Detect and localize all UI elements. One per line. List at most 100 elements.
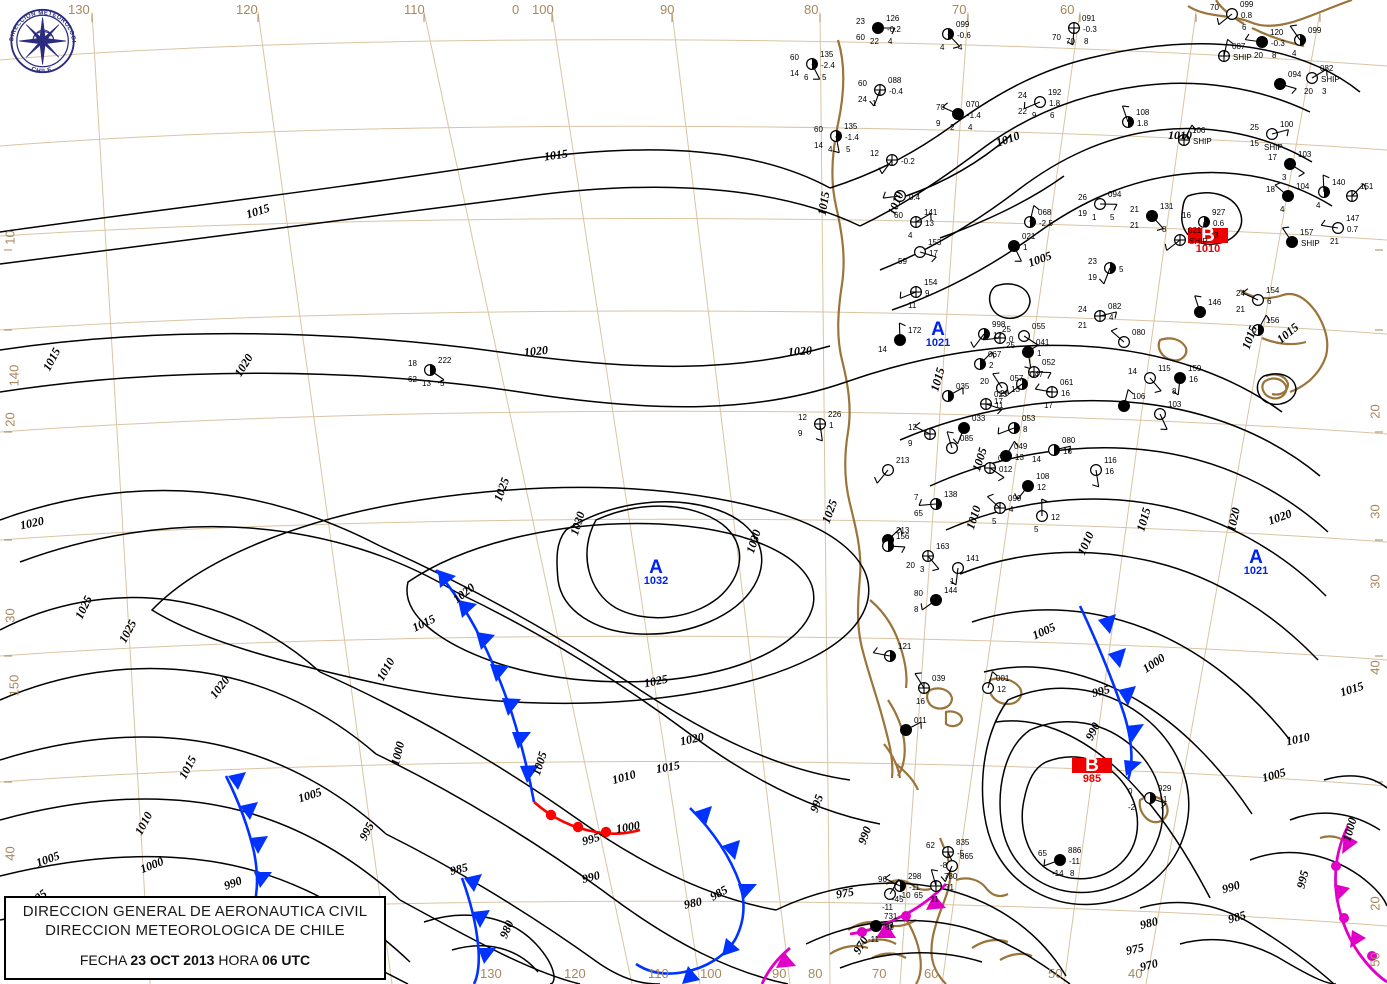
station-tendency: -0.6 (957, 31, 971, 40)
station-tendency: 1 (1037, 349, 1042, 358)
station-tendency: 12 (1051, 513, 1060, 522)
wind-barb (1166, 239, 1181, 251)
station-pressure: 047 (1030, 370, 1044, 379)
station-cloud-symbol (914, 672, 930, 694)
station-cloud-symbol (929, 869, 942, 892)
wind-barb (883, 195, 901, 199)
station-cloud-symbol (1193, 295, 1206, 319)
station-pressure: 099 (1308, 26, 1322, 35)
wind-barb (979, 351, 993, 365)
station-tendency: 11 (995, 401, 1004, 410)
wind-barb (1151, 215, 1164, 230)
station-pressure: 049 (1014, 442, 1028, 451)
station-cloud-symbol (1273, 77, 1297, 94)
station-temperature: 60 (894, 211, 903, 220)
station-pressure: 094 (1288, 70, 1302, 79)
station-temperature: 7 (914, 493, 919, 502)
wind-barb (835, 135, 840, 153)
station-weather-code: 1 (1092, 213, 1097, 222)
wind-barb (1123, 389, 1129, 407)
station-extra: 8 (1272, 51, 1277, 60)
station-cloud-symbol (952, 422, 970, 445)
station-tendency: 6 (1267, 297, 1272, 306)
station-cloud-symbol (973, 351, 995, 371)
station-pressure: 070 (966, 100, 980, 109)
station-tendency: -0.4 (889, 87, 903, 96)
station-weather-code: 3 (920, 565, 925, 574)
station-tendency: 4 (1009, 505, 1014, 514)
longitude-label-top: 0 (512, 2, 520, 17)
station-cloud-symbol (992, 372, 1008, 395)
wind-barb (915, 213, 931, 223)
longitude-label-top: 90 (660, 2, 675, 17)
station-dewpoint: 22 (1018, 107, 1027, 116)
station-cloud-symbol (805, 57, 821, 80)
station-dewpoint: 21 (1078, 321, 1087, 330)
station-cloud-symbol (981, 671, 998, 694)
latitude-label-left: 150 (6, 674, 22, 697)
station-extra: 4 (888, 37, 893, 46)
station-pressure: 099 (956, 20, 970, 29)
wind-barb (1274, 184, 1289, 197)
station-weather-code: 16 (916, 697, 925, 706)
station-cloud-symbol (869, 919, 894, 932)
dgac-logo: DIRECCION METEOROLOGICA CHILE (2, 0, 76, 75)
wind-barb (1194, 295, 1201, 313)
station-cloud-symbol (1143, 791, 1167, 809)
station-pressure: 147 (1346, 214, 1360, 223)
station-extra: 4 (968, 123, 973, 132)
station-weather-code: 4 (1280, 205, 1285, 214)
station-cloud-symbol (1093, 198, 1118, 211)
station-weather-code: 20 (1304, 87, 1313, 96)
latitude-label-left: 40 (2, 846, 18, 861)
station-pressure: 082 (1108, 302, 1122, 311)
wind-barb (947, 33, 960, 47)
station-weather-code: SHIP (1264, 143, 1283, 152)
center-letter: A (649, 557, 663, 578)
station-temperature: 62 (926, 841, 935, 850)
station-weather-code: 4 (908, 231, 913, 240)
station-dewpoint: 14 (814, 141, 823, 150)
longitude-label-bottom: 100 (700, 966, 722, 981)
longitude-label-top: 130 (68, 2, 90, 17)
station-cloud-symbol (921, 549, 940, 572)
wind-barb (1159, 413, 1168, 430)
station-cloud-symbol (940, 859, 958, 883)
center-letter: A (931, 319, 945, 340)
occluded-front-east (1331, 825, 1387, 984)
station-cloud-symbol (1177, 124, 1197, 147)
station-extra: 8 (1084, 37, 1089, 46)
station-dewpoint: 15 (1250, 139, 1259, 148)
station-dewpoint: 21 (1130, 221, 1139, 230)
station-pressure: 080 (1132, 328, 1146, 337)
station-temperature: 0 (1128, 787, 1133, 796)
station-cloud-symbol (1317, 174, 1330, 199)
station-cloud-symbol (829, 130, 842, 154)
station-cloud-symbol (899, 721, 922, 736)
wind-barb (1121, 105, 1129, 123)
wind-barb (1043, 859, 1061, 867)
station-cloud-symbol (1251, 314, 1271, 337)
station-cloud-symbol (872, 647, 896, 662)
station-tendency: 0.6 (1213, 219, 1225, 228)
station-cloud-symbol (1089, 464, 1102, 488)
station-pressure: 780 (944, 872, 958, 881)
station-cloud-symbol (869, 83, 886, 107)
wind-barb (914, 673, 925, 689)
station-temperature: 70 (1210, 3, 1219, 12)
station-pressure: 163 (936, 542, 950, 551)
station-temperature: 12 (908, 423, 917, 432)
latitude-label-left: 30 (2, 608, 18, 623)
longitude-label-bottom: 120 (564, 966, 586, 981)
longitude-label-top: 110 (404, 2, 425, 17)
station-pressure: 135 (844, 122, 858, 131)
station-tendency: 31 (945, 883, 954, 892)
org-line-2: DIRECCION METEOROLOGICA DE CHILE (45, 922, 345, 939)
wind-barb (1289, 25, 1301, 41)
station-cloud-symbol (1242, 288, 1264, 307)
wind-barb (944, 865, 953, 882)
station-temperature: 24 (1078, 305, 1087, 314)
station-tendency: SHIP (1301, 239, 1320, 248)
station-pressure: 061 (1060, 378, 1074, 387)
